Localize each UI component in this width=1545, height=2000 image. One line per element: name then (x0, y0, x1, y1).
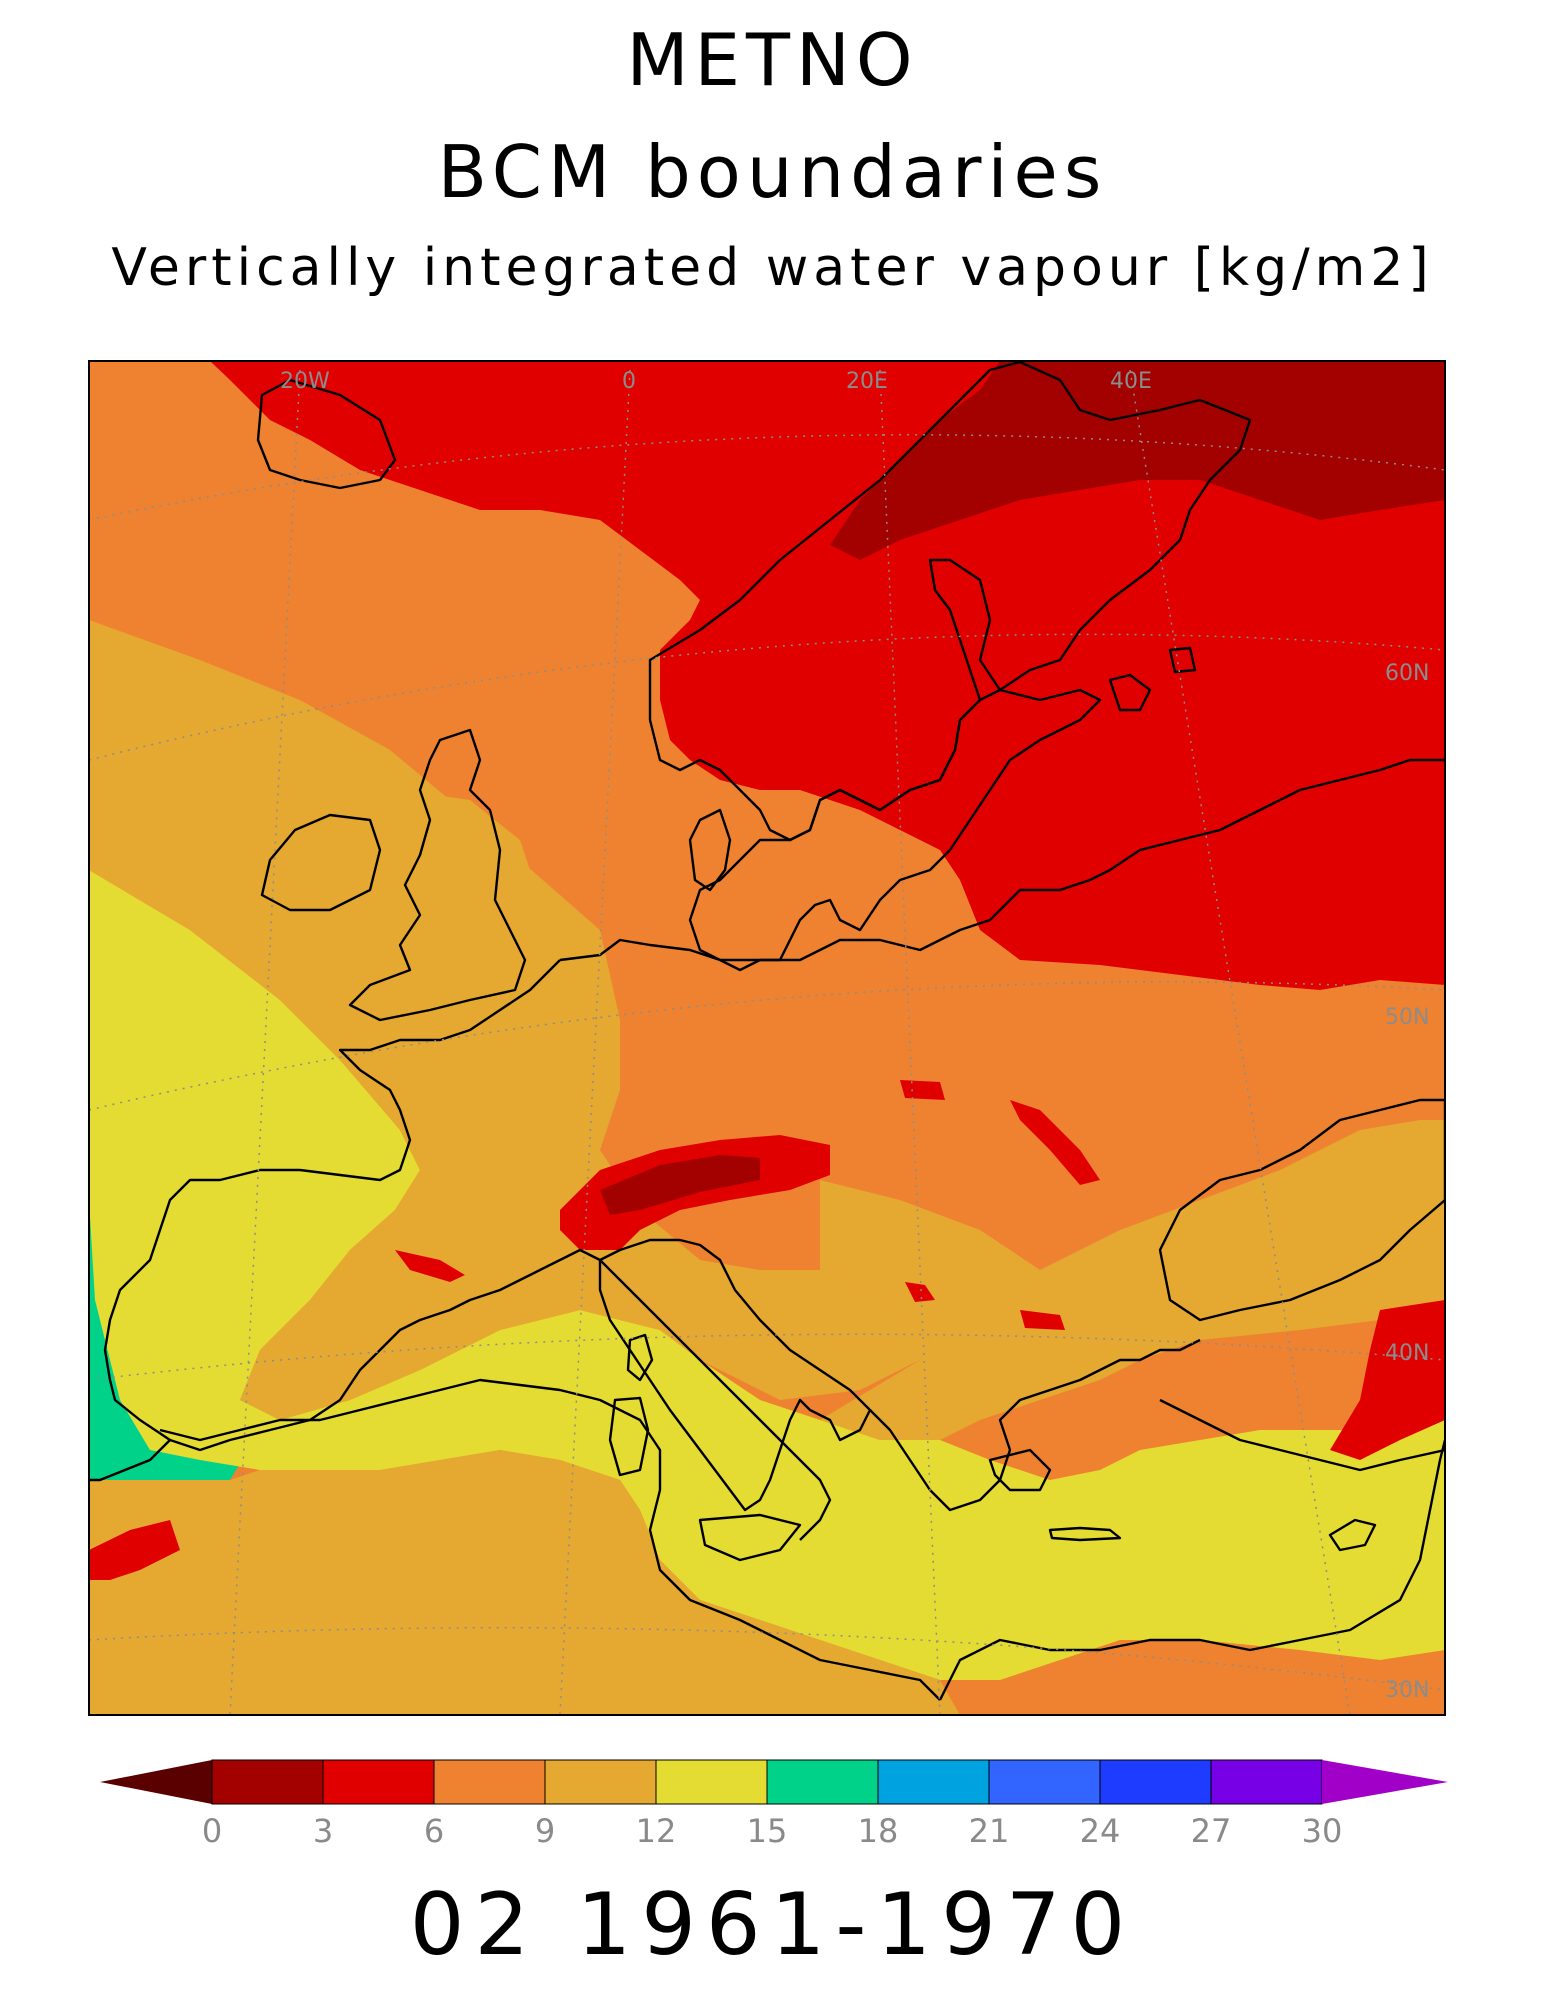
zone-balkan-red (1020, 1310, 1065, 1330)
grid-label-lat: 40N (1385, 1341, 1429, 1366)
title-line-1: METNO (626, 18, 919, 102)
title-line-2: BCM boundaries (437, 130, 1108, 214)
colorbar-tick-label: 21 (969, 1812, 1010, 1850)
coastlines (89, 361, 1445, 1701)
zone-arctic-north-east (830, 361, 1445, 560)
colorbar-under-arrow (100, 1760, 212, 1804)
zone-anatolia-red (1330, 1300, 1445, 1460)
colorbar-tick-label: 30 (1302, 1812, 1343, 1850)
grid-label-lat: 60N (1385, 661, 1429, 686)
colorbar-over-arrow (1322, 1760, 1448, 1804)
graticule (89, 369, 1445, 1715)
map-area (89, 361, 1445, 1715)
colorbar-tick-label: 6 (424, 1812, 444, 1850)
grid-label-lon: 40E (1110, 369, 1152, 394)
colorbar-tick-label: 12 (636, 1812, 677, 1850)
zone-balkans-anatolia (820, 1120, 1445, 1440)
zone-carpathian-red (1010, 1100, 1100, 1185)
colorbar-segment (877, 1759, 990, 1805)
grid-label-lon: 20W (280, 369, 330, 394)
colorbar-segment (433, 1759, 546, 1805)
zone-uk-north-sea (250, 790, 540, 1030)
grid-label-lon: 20E (846, 369, 888, 394)
period-label: 02 1961-1970 (409, 1875, 1136, 1975)
colorbar-tick-label: 15 (747, 1812, 788, 1850)
zone-iberia-red (395, 1250, 465, 1282)
zone-alps-dark (600, 1155, 760, 1215)
map-frame (88, 360, 1446, 1716)
zone-north-africa (89, 1450, 960, 1715)
colorbar-tick-label: 0 (202, 1812, 222, 1850)
zone-atlas-red (89, 1520, 180, 1580)
colorbar-tick-label: 3 (313, 1812, 333, 1850)
colorbar-segment (988, 1759, 1101, 1805)
title-line-3: Vertically integrated water vapour [kg/m… (111, 238, 1434, 298)
zone-mediterranean-atlantic-sw (89, 870, 1445, 1680)
zone-dinaric-red (905, 1282, 935, 1302)
colorbar-tick-label: 27 (1191, 1812, 1232, 1850)
grid-label-lat: 50N (1385, 1005, 1429, 1030)
colorbar-tick-label: 9 (535, 1812, 555, 1850)
colorbar-segment (655, 1759, 768, 1805)
colorbar-segment (1099, 1759, 1212, 1805)
colorbar-segment (766, 1759, 879, 1805)
grid-label-lon: 0 (622, 369, 636, 394)
grid-label-lat: 30N (1385, 1678, 1429, 1703)
colorbar: 0 3 6 9 12 15 18 21 24 27 30 (100, 1759, 1448, 1850)
colorbar-segment (1210, 1759, 1323, 1805)
colorbar-segment (211, 1759, 324, 1805)
colorbar-tick-label: 24 (1080, 1812, 1121, 1850)
colorbar-segment (322, 1759, 435, 1805)
colorbar-segment (544, 1759, 657, 1805)
zone-scandinavia-russia (210, 361, 1445, 990)
colorbar-tick-label: 18 (858, 1812, 899, 1850)
zone-tatra-red (900, 1080, 945, 1100)
